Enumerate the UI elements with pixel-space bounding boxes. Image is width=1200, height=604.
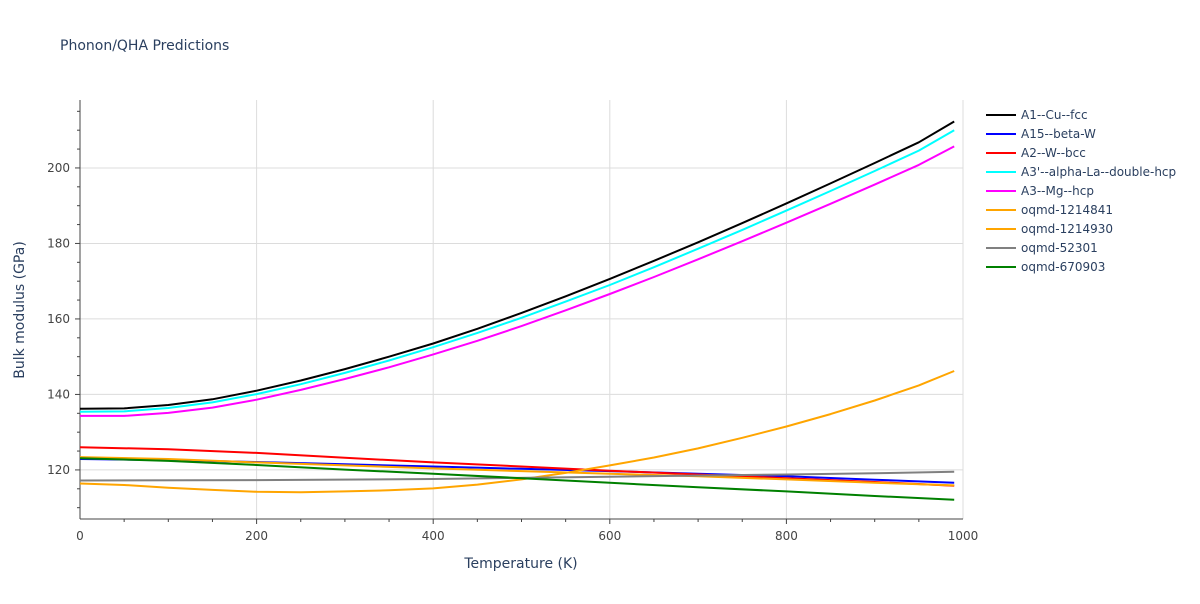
series-lines	[79, 120, 955, 501]
legend-label: A3--Mg--hcp	[1021, 184, 1094, 198]
x-tick-label: 1000	[948, 529, 979, 543]
legend-label: oqmd-52301	[1021, 241, 1098, 255]
legend-label: A3'--alpha-La--double-hcp	[1021, 165, 1176, 179]
legend-item[interactable]: A1--Cu--fcc	[986, 108, 1088, 122]
legend-item[interactable]: oqmd-670903	[986, 260, 1105, 274]
series-line-9	[79, 457, 955, 501]
y-tick-label: 140	[47, 387, 70, 401]
legend-item[interactable]: A2--W--bcc	[986, 146, 1086, 160]
series-line-4	[79, 129, 955, 413]
chart-title: Phonon/QHA Predictions	[60, 38, 229, 54]
legend-item[interactable]: oqmd-1214841	[986, 203, 1113, 217]
grid	[80, 100, 964, 519]
y-tick-label: 180	[47, 236, 70, 250]
series-line-1	[79, 120, 955, 410]
legend-label: A15--beta-W	[1021, 127, 1096, 141]
y-axis-title: Bulk modulus (GPa)	[12, 241, 28, 379]
legend-item[interactable]: oqmd-52301	[986, 241, 1098, 255]
legend-item[interactable]: A15--beta-W	[986, 127, 1096, 141]
series-line-8	[79, 470, 955, 482]
x-tick-label: 600	[598, 529, 621, 543]
legend-label: A1--Cu--fcc	[1021, 108, 1088, 122]
series-line-6	[79, 456, 955, 487]
legend-label: oqmd-1214930	[1021, 222, 1113, 236]
x-tick-label: 800	[775, 529, 798, 543]
legend-item[interactable]: A3'--alpha-La--double-hcp	[986, 165, 1176, 179]
y-tick-label: 160	[47, 312, 70, 326]
legend-label: oqmd-670903	[1021, 260, 1105, 274]
x-tick-label: 400	[422, 529, 445, 543]
legend-item[interactable]: A3--Mg--hcp	[986, 184, 1094, 198]
x-axis-title: Temperature (K)	[463, 556, 577, 572]
legend-label: A2--W--bcc	[1021, 146, 1086, 160]
tick-labels: 0 200 400 600 800 1000 120 140 160 180 200	[47, 161, 978, 543]
axes	[75, 100, 963, 524]
legend-label: oqmd-1214841	[1021, 203, 1113, 217]
series-line-5	[80, 145, 955, 417]
x-tick-label: 200	[245, 529, 268, 543]
y-tick-label: 120	[47, 463, 70, 477]
y-tick-label: 200	[47, 161, 70, 175]
x-tick-label: 0	[76, 529, 84, 543]
series-line-7	[79, 370, 955, 494]
legend-item[interactable]: oqmd-1214930	[986, 222, 1113, 236]
legend: A1--Cu--fcc A15--beta-W A2--W--bcc A3'--alp…	[986, 108, 1176, 274]
series-line-3	[79, 446, 955, 487]
